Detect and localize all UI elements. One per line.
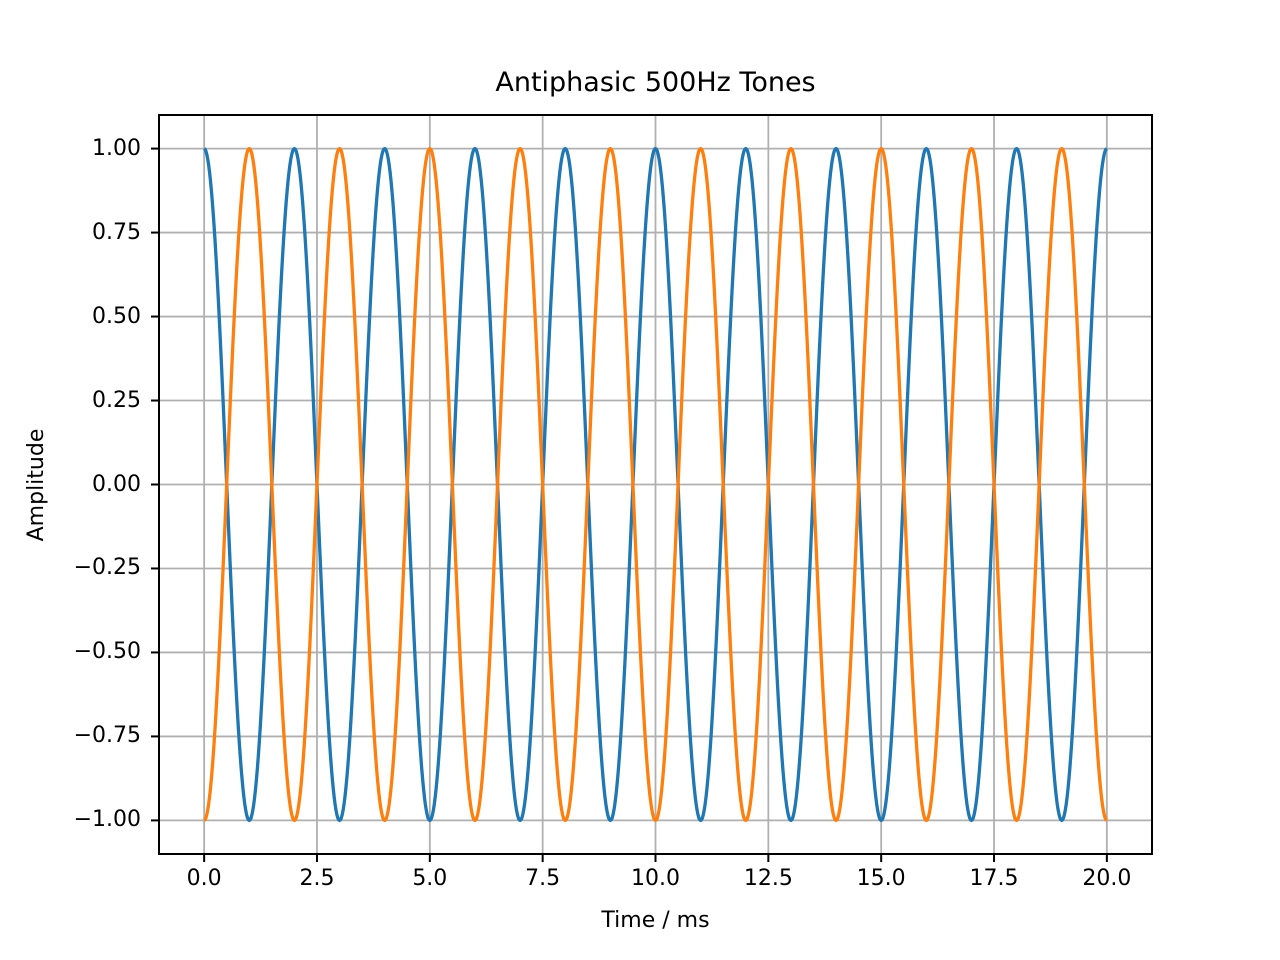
y-tick-label: 0.50 bbox=[92, 303, 141, 329]
y-tick-label: −0.50 bbox=[73, 639, 141, 665]
x-tick-label: 17.5 bbox=[969, 866, 1019, 891]
y-tick-label: 0.25 bbox=[92, 387, 141, 413]
x-tick-label: 2.5 bbox=[299, 866, 335, 891]
y-tick-label: −1.00 bbox=[73, 807, 141, 833]
curve-tone-0deg-phase bbox=[203, 146, 1108, 823]
curve-tone-180deg-phase bbox=[203, 146, 1108, 823]
x-tick-label: 7.5 bbox=[525, 866, 561, 891]
y-tick-label: −0.25 bbox=[73, 555, 141, 581]
y-tick-label: 1.00 bbox=[92, 135, 141, 161]
x-axis-label: Time / ms bbox=[601, 908, 710, 933]
x-tick-label: 20.0 bbox=[1082, 866, 1132, 891]
x-tick-label: 5.0 bbox=[412, 866, 448, 891]
x-tick-label: 12.5 bbox=[743, 866, 793, 891]
x-tick-label: 15.0 bbox=[856, 866, 906, 891]
y-tick-label: −0.75 bbox=[73, 723, 141, 749]
y-tick-label: 0.75 bbox=[92, 219, 141, 245]
y-tick-label: 0.00 bbox=[92, 471, 141, 497]
x-tick-label: 10.0 bbox=[631, 866, 680, 891]
chart-title: Antiphasic 500Hz Tones bbox=[495, 67, 816, 98]
x-tick-label: 0.0 bbox=[186, 866, 222, 891]
